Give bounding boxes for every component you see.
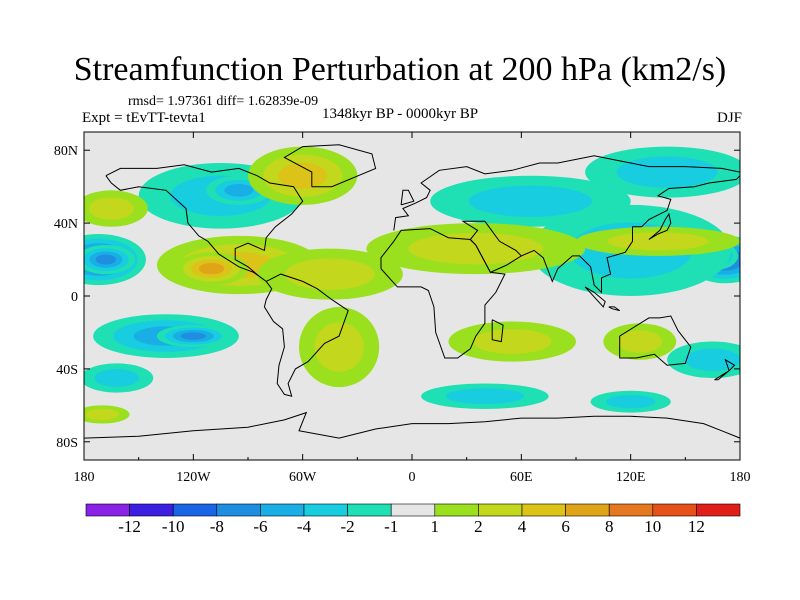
anomaly-cell xyxy=(684,348,740,371)
anomaly-cell xyxy=(88,197,134,220)
coastline-segment xyxy=(393,155,740,231)
coastline-segment xyxy=(263,273,349,397)
anomaly-cell xyxy=(616,156,718,188)
x-tick-label: 0 xyxy=(409,470,416,485)
anomaly-cell xyxy=(94,369,140,387)
colorbar-swatch xyxy=(521,503,566,517)
coastline-segment xyxy=(648,212,672,240)
experiment-label: Expt = tEvTT-tevta1 xyxy=(82,110,206,126)
anomaly-cell xyxy=(314,322,364,372)
colorbar-label: -10 xyxy=(162,517,185,536)
coastline-segment xyxy=(491,319,504,343)
anomaly-cell xyxy=(472,329,552,354)
coastlines xyxy=(84,144,740,439)
y-tick-label: 80S xyxy=(56,436,78,451)
colorbar-swatch xyxy=(565,503,610,517)
colorbar-swatch xyxy=(478,503,523,517)
x-tick-label: 120W xyxy=(176,470,211,485)
colorbar-label: -8 xyxy=(210,517,224,536)
colorbar-swatch xyxy=(696,503,741,517)
rmsd-diff-stats: rmsd= 1.97361 diff= 1.62839e-09 xyxy=(128,94,319,109)
y-tick-label: 80N xyxy=(54,144,78,159)
period-label: 1348kyr BP - 0000kyr BP xyxy=(322,106,479,122)
coastline-segment xyxy=(283,144,377,188)
anomaly-cell xyxy=(95,254,117,265)
colorbar-label: 2 xyxy=(474,517,483,536)
colorbar-swatch xyxy=(303,503,348,517)
colorbar-swatch xyxy=(347,503,392,517)
anomaly-cell xyxy=(605,394,656,409)
coastline-segment xyxy=(584,286,606,308)
anomaly-cell xyxy=(617,330,663,353)
season-label: DJF xyxy=(716,110,742,126)
anomaly-cell xyxy=(224,183,254,197)
coastline-segment xyxy=(84,411,740,439)
anomaly-field xyxy=(84,146,740,424)
x-tick-label: 60E xyxy=(510,470,533,485)
colorbar-swatch xyxy=(216,503,261,517)
colorbar-label: 8 xyxy=(605,517,614,536)
coastline-segment xyxy=(608,306,620,312)
colorbar-swatch xyxy=(129,503,174,517)
colorbar-swatch xyxy=(652,503,697,517)
colorbar-label: -12 xyxy=(118,517,141,536)
colorbar-label: 1 xyxy=(431,517,440,536)
anomaly-cell xyxy=(468,185,593,217)
anomaly-cell xyxy=(607,232,709,251)
anomaly-cell xyxy=(180,332,207,340)
coastline-segment xyxy=(714,358,736,381)
anomaly-cell xyxy=(445,388,525,405)
coastline-segment xyxy=(619,315,692,366)
anomaly-cell xyxy=(408,232,544,265)
x-tick-label: 180 xyxy=(74,470,95,485)
anomaly-cell xyxy=(85,408,120,421)
x-tick-label: 60W xyxy=(289,470,317,485)
anomaly-cell xyxy=(285,258,375,290)
colorbar-label: -4 xyxy=(297,517,312,536)
coastline-segment xyxy=(521,175,740,294)
coastline-segment xyxy=(400,189,415,206)
y-tick-label: 40S xyxy=(56,363,78,378)
x-tick-label: 180 xyxy=(730,470,751,485)
colorbar-swatch xyxy=(390,503,436,517)
y-axis: 80N 40N 0 40S 80S xyxy=(54,144,740,451)
y-tick-label: 40N xyxy=(54,217,78,232)
coastline-segment xyxy=(380,228,506,359)
colorbar-swatch xyxy=(172,503,218,517)
colorbar-swatch xyxy=(608,503,654,517)
colorbar-swatch xyxy=(434,503,479,517)
y-tick-label: 0 xyxy=(71,290,78,305)
colorbar-label: -6 xyxy=(253,517,267,536)
colorbar-label: 4 xyxy=(518,517,527,536)
x-axis: 180 120W 60W 0 60E 120E 180 xyxy=(74,132,751,485)
colorbar-label: -1 xyxy=(384,517,398,536)
x-tick-label: 120E xyxy=(616,470,646,485)
coastline-segment xyxy=(105,164,304,282)
colorbar-swatch xyxy=(260,503,305,517)
anomaly-cell xyxy=(198,262,225,275)
anomaly-cell xyxy=(278,162,327,189)
colorbar-label: 6 xyxy=(561,517,570,536)
colorbar-swatch xyxy=(85,503,130,517)
coastline-segment xyxy=(461,220,523,273)
colorbar: -12 -10 -8 -6 -4 -2 -1 1 2 4 6 8 10 12 xyxy=(85,503,741,536)
chart-title: Streamfunction Perturbation at 200 hPa (… xyxy=(73,51,727,88)
colorbar-label: 12 xyxy=(688,517,705,536)
colorbar-label: 10 xyxy=(644,517,661,536)
colorbar-label: -2 xyxy=(341,517,355,536)
